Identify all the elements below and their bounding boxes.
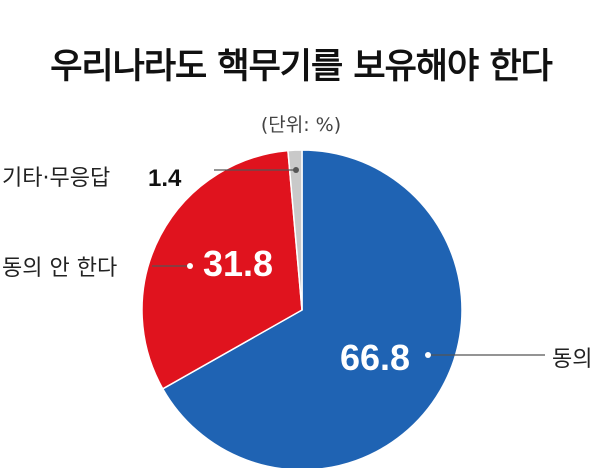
leader-other-dot (293, 167, 299, 173)
value-label-disagree: 31.8 (203, 243, 273, 284)
value-label-agree: 66.8 (340, 337, 410, 378)
category-label-agree: 동의 (552, 347, 592, 372)
pie-slice-disagree (141, 149, 303, 390)
category-label-other: 기타·무응답 (2, 166, 110, 191)
leader-agree-dot (425, 352, 431, 358)
pie-slice-other (287, 149, 303, 311)
category-label-disagree: 동의 안 한다 (2, 256, 117, 281)
leader-lines (152, 167, 545, 358)
pie-slices (141, 149, 463, 468)
value-label-other: 1.4 (148, 165, 182, 192)
unit-label: (단위: %) (260, 114, 342, 136)
chart-title: 우리나라도 핵무기를 보유해야 한다 (50, 47, 553, 87)
pie-slice-agree (161, 149, 463, 468)
leader-disagree-dot (187, 263, 193, 269)
